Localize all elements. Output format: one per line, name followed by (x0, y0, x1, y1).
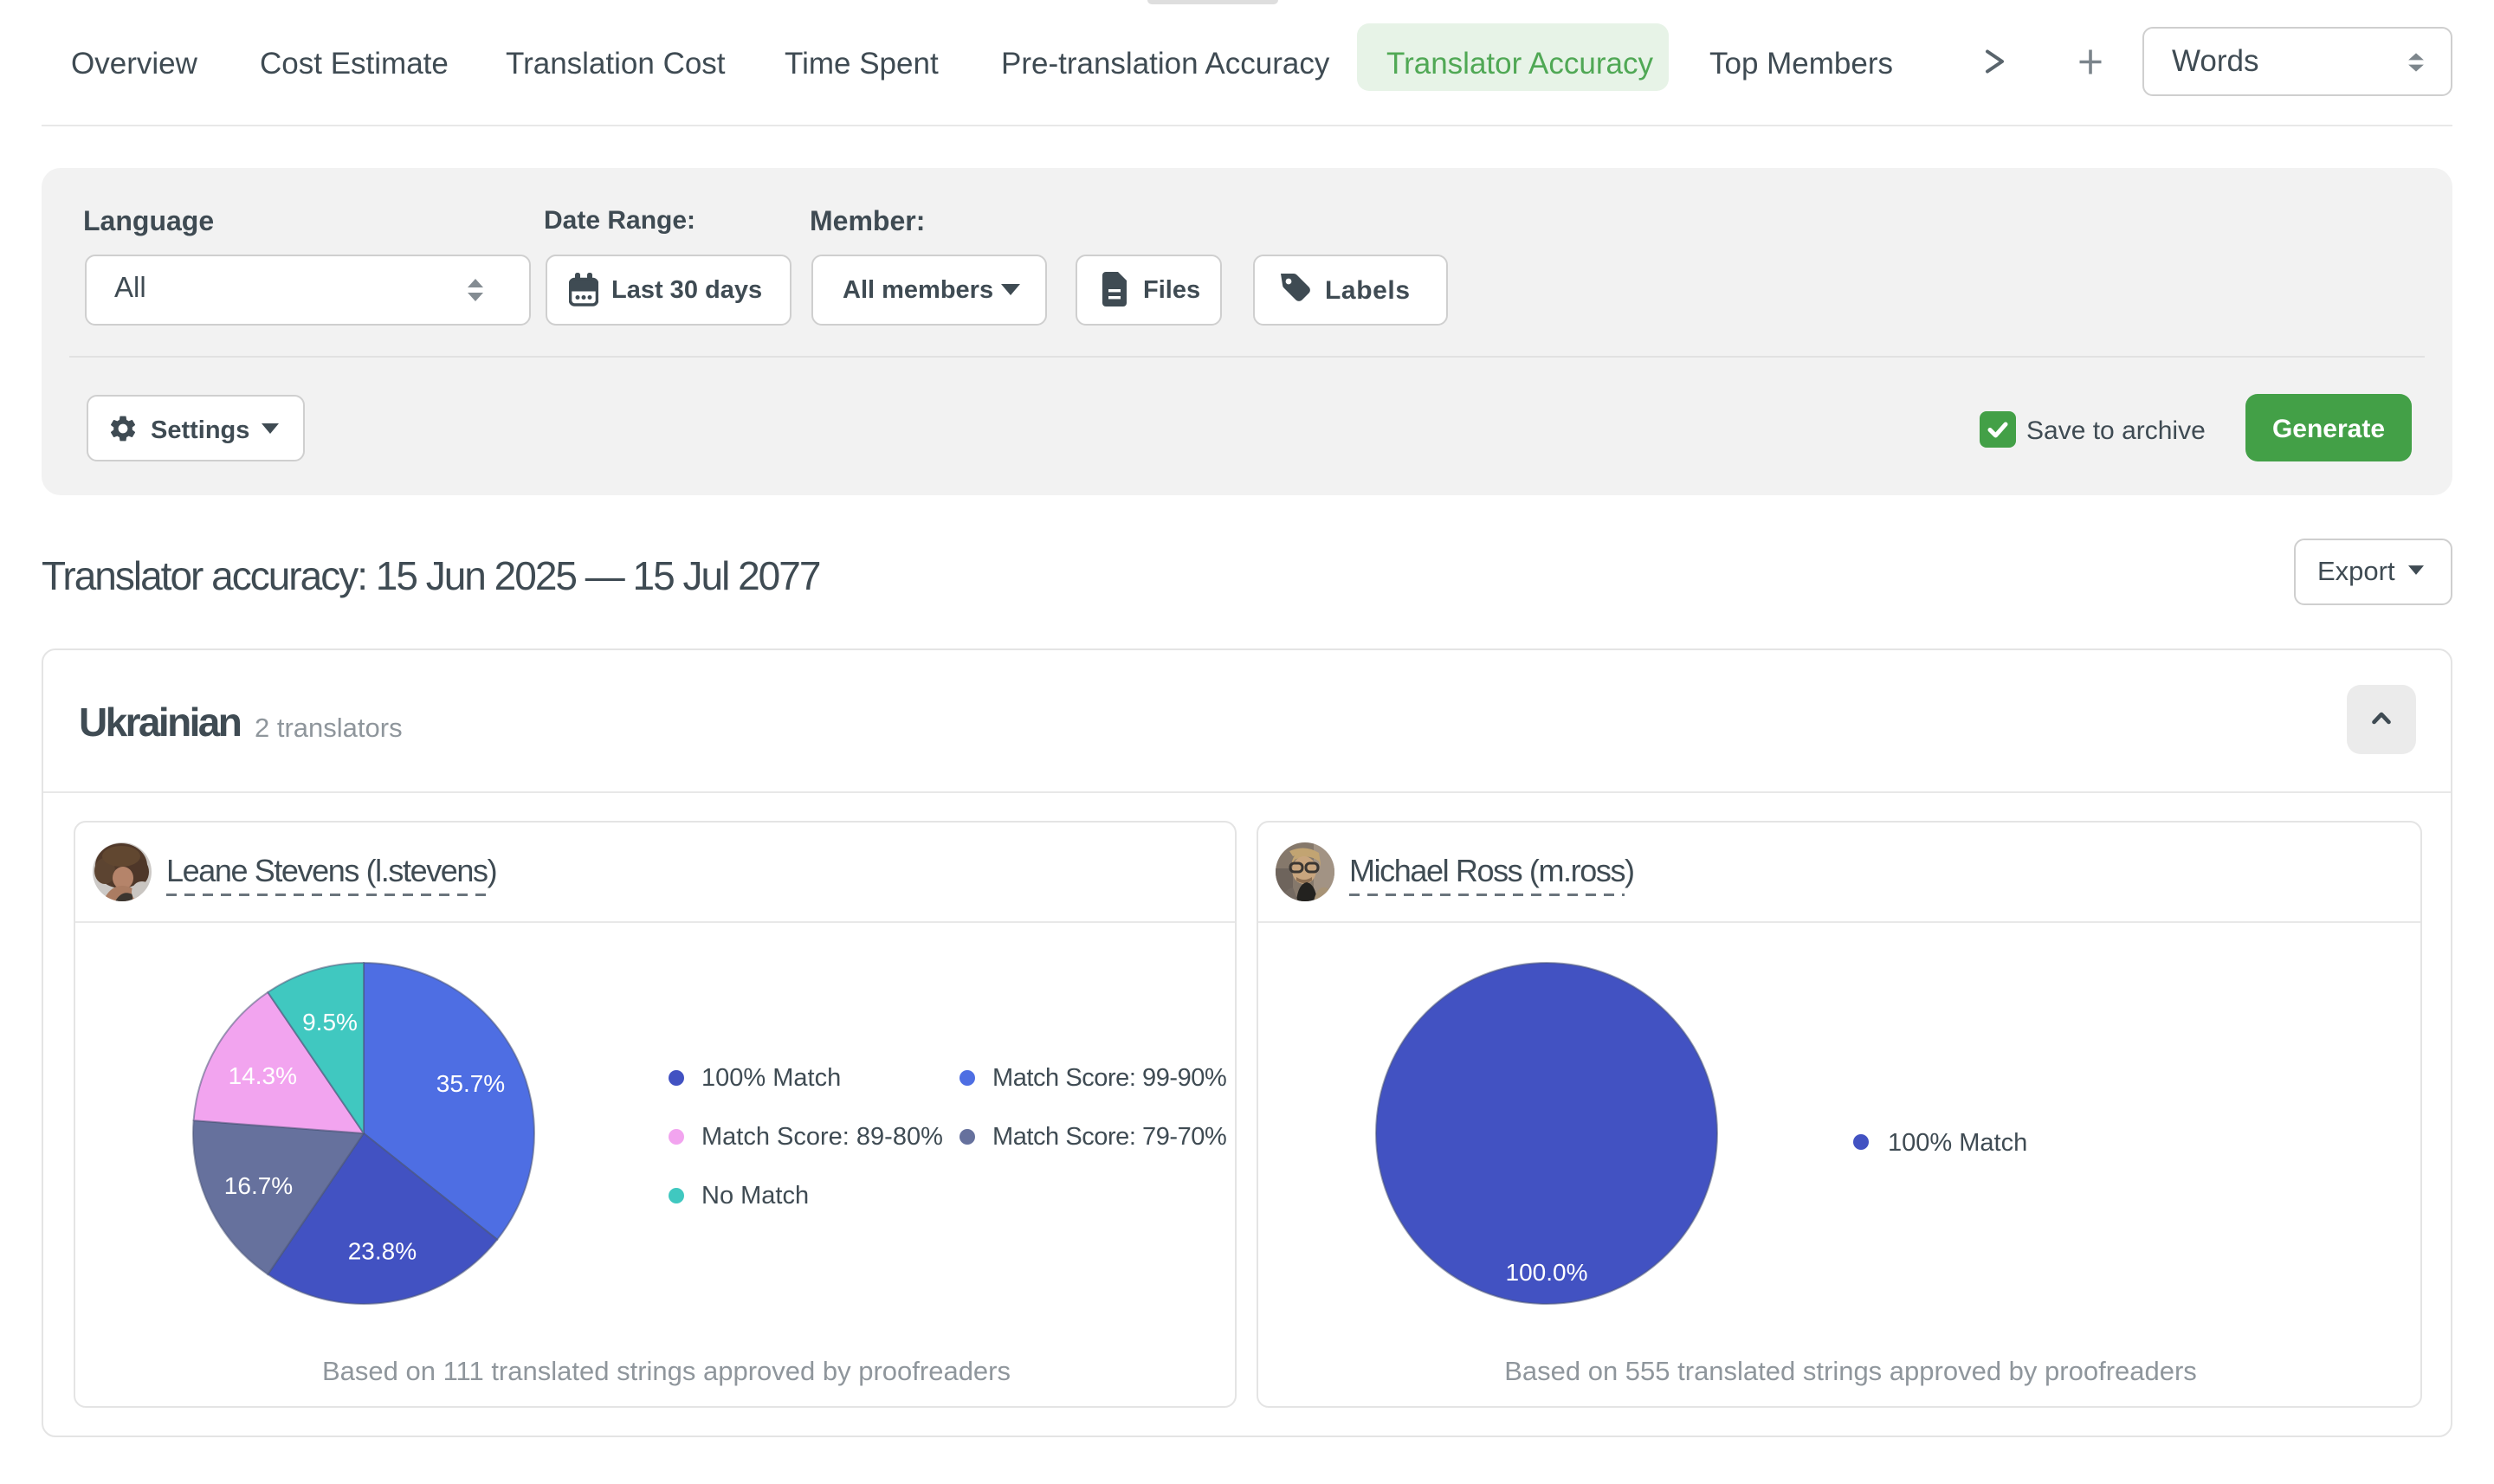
svg-text:16.7%: 16.7% (224, 1172, 293, 1199)
svg-text:9.5%: 9.5% (302, 1009, 358, 1036)
svg-text:23.8%: 23.8% (348, 1238, 417, 1265)
svg-text:35.7%: 35.7% (436, 1070, 505, 1097)
svg-text:100.0%: 100.0% (1506, 1259, 1588, 1286)
svg-text:14.3%: 14.3% (229, 1062, 297, 1089)
